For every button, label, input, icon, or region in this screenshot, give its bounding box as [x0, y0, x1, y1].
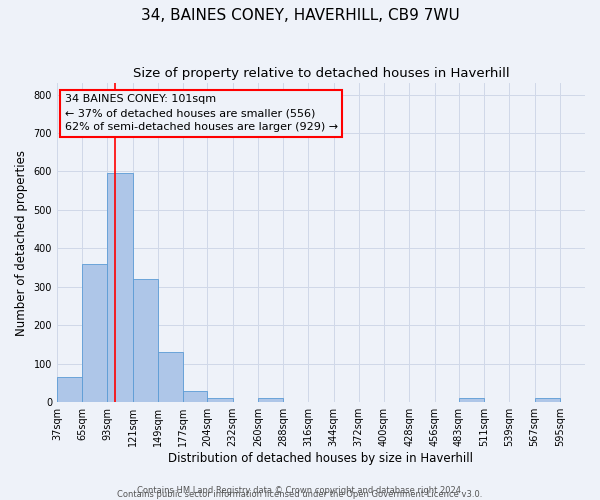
- Bar: [459, 398, 484, 402]
- Bar: [535, 398, 560, 402]
- Text: 34 BAINES CONEY: 101sqm
← 37% of detached houses are smaller (556)
62% of semi-d: 34 BAINES CONEY: 101sqm ← 37% of detache…: [65, 94, 338, 132]
- Bar: [158, 352, 183, 402]
- Text: Contains HM Land Registry data © Crown copyright and database right 2024.: Contains HM Land Registry data © Crown c…: [137, 486, 463, 495]
- Bar: [183, 392, 208, 402]
- Bar: [258, 398, 283, 402]
- Bar: [82, 264, 107, 402]
- Bar: [133, 279, 158, 402]
- Bar: [107, 174, 133, 402]
- Y-axis label: Number of detached properties: Number of detached properties: [15, 150, 28, 336]
- Text: Contains public sector information licensed under the Open Government Licence v3: Contains public sector information licen…: [118, 490, 482, 499]
- Title: Size of property relative to detached houses in Haverhill: Size of property relative to detached ho…: [133, 68, 509, 80]
- Text: 34, BAINES CONEY, HAVERHILL, CB9 7WU: 34, BAINES CONEY, HAVERHILL, CB9 7WU: [140, 8, 460, 22]
- Bar: [57, 377, 82, 402]
- Bar: [208, 398, 233, 402]
- X-axis label: Distribution of detached houses by size in Haverhill: Distribution of detached houses by size …: [169, 452, 473, 465]
